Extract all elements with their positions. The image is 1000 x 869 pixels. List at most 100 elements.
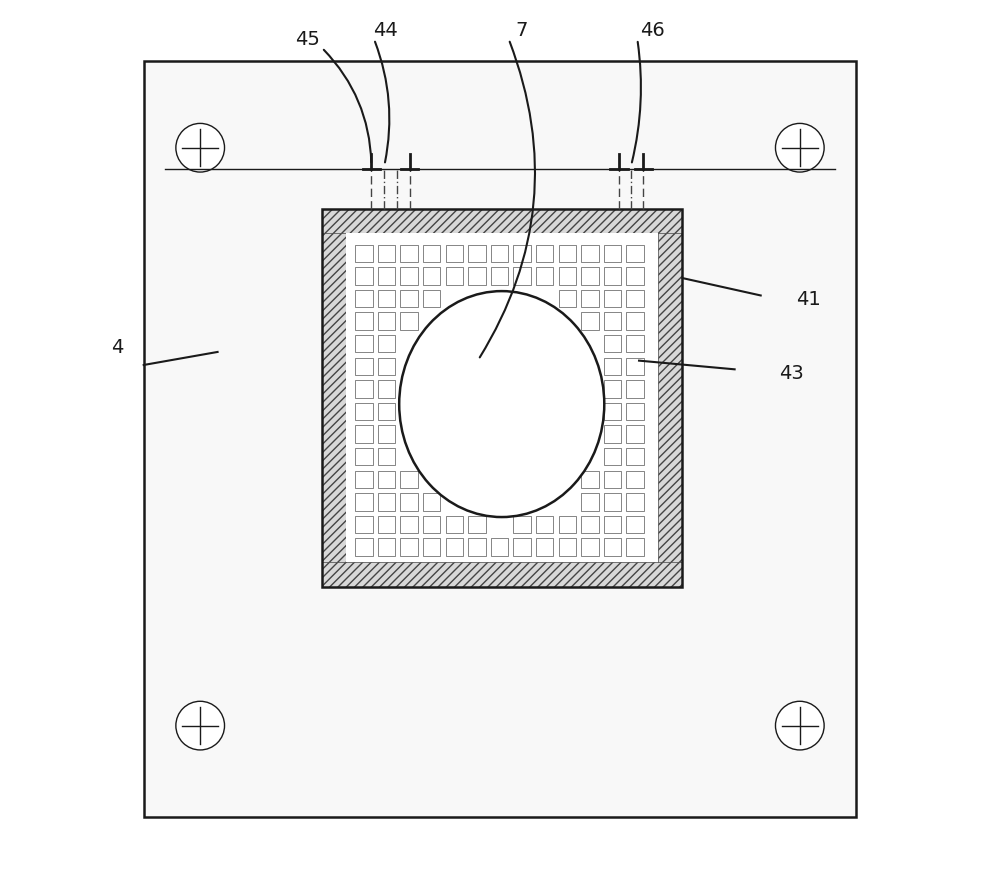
- Bar: [626, 335, 644, 353]
- Bar: [468, 515, 486, 533]
- Bar: [378, 289, 395, 307]
- Bar: [400, 471, 418, 488]
- Bar: [378, 471, 395, 488]
- Bar: [322, 209, 346, 587]
- Text: 41: 41: [796, 290, 821, 309]
- Bar: [491, 538, 508, 556]
- Text: 4: 4: [111, 338, 124, 357]
- Bar: [355, 358, 373, 375]
- Bar: [144, 61, 856, 817]
- Bar: [400, 493, 418, 510]
- Bar: [400, 538, 418, 556]
- Bar: [355, 244, 373, 262]
- Bar: [604, 380, 621, 397]
- Bar: [491, 244, 508, 262]
- Bar: [559, 538, 576, 556]
- Bar: [355, 380, 373, 397]
- Bar: [468, 244, 486, 262]
- Bar: [604, 289, 621, 307]
- Bar: [604, 335, 621, 353]
- Bar: [378, 380, 395, 397]
- Bar: [446, 538, 463, 556]
- Bar: [378, 493, 395, 510]
- Bar: [355, 538, 373, 556]
- Bar: [559, 268, 576, 285]
- Bar: [604, 493, 621, 510]
- Bar: [378, 312, 395, 329]
- Bar: [378, 335, 395, 353]
- Text: 44: 44: [373, 21, 398, 40]
- Bar: [513, 244, 531, 262]
- Bar: [491, 268, 508, 285]
- Bar: [658, 209, 682, 587]
- Bar: [604, 538, 621, 556]
- Bar: [423, 515, 440, 533]
- Bar: [355, 493, 373, 510]
- Bar: [536, 268, 553, 285]
- Circle shape: [176, 123, 225, 172]
- Bar: [423, 538, 440, 556]
- Bar: [536, 244, 553, 262]
- Bar: [626, 493, 644, 510]
- Bar: [604, 268, 621, 285]
- Bar: [322, 209, 682, 587]
- Bar: [604, 402, 621, 420]
- Ellipse shape: [399, 291, 604, 517]
- Bar: [626, 268, 644, 285]
- Text: 43: 43: [779, 364, 803, 383]
- Bar: [378, 268, 395, 285]
- Bar: [355, 515, 373, 533]
- Bar: [378, 538, 395, 556]
- Bar: [355, 471, 373, 488]
- Bar: [626, 515, 644, 533]
- Bar: [400, 244, 418, 262]
- Bar: [626, 402, 644, 420]
- Bar: [355, 402, 373, 420]
- Bar: [626, 425, 644, 442]
- Bar: [581, 244, 599, 262]
- Circle shape: [775, 123, 824, 172]
- Bar: [446, 268, 463, 285]
- Bar: [626, 289, 644, 307]
- Bar: [604, 312, 621, 329]
- Bar: [581, 268, 599, 285]
- Text: 46: 46: [640, 21, 664, 40]
- Bar: [513, 515, 531, 533]
- Bar: [400, 289, 418, 307]
- Bar: [423, 493, 440, 510]
- Bar: [604, 358, 621, 375]
- Bar: [604, 515, 621, 533]
- Bar: [400, 268, 418, 285]
- Bar: [626, 538, 644, 556]
- Bar: [559, 515, 576, 533]
- Bar: [513, 538, 531, 556]
- Bar: [581, 515, 599, 533]
- Bar: [626, 448, 644, 466]
- Bar: [581, 493, 599, 510]
- Bar: [626, 380, 644, 397]
- Bar: [536, 538, 553, 556]
- Bar: [446, 244, 463, 262]
- Bar: [378, 425, 395, 442]
- Bar: [355, 425, 373, 442]
- Bar: [581, 471, 599, 488]
- Circle shape: [176, 701, 225, 750]
- Bar: [559, 289, 576, 307]
- Bar: [604, 425, 621, 442]
- Bar: [378, 515, 395, 533]
- Bar: [559, 244, 576, 262]
- Bar: [581, 289, 599, 307]
- Bar: [626, 244, 644, 262]
- Bar: [468, 268, 486, 285]
- Bar: [355, 268, 373, 285]
- Bar: [346, 233, 658, 562]
- Bar: [423, 268, 440, 285]
- Bar: [604, 244, 621, 262]
- Bar: [322, 209, 682, 233]
- Bar: [355, 312, 373, 329]
- Bar: [322, 562, 682, 587]
- Circle shape: [775, 701, 824, 750]
- Bar: [536, 515, 553, 533]
- Bar: [355, 448, 373, 466]
- Bar: [468, 538, 486, 556]
